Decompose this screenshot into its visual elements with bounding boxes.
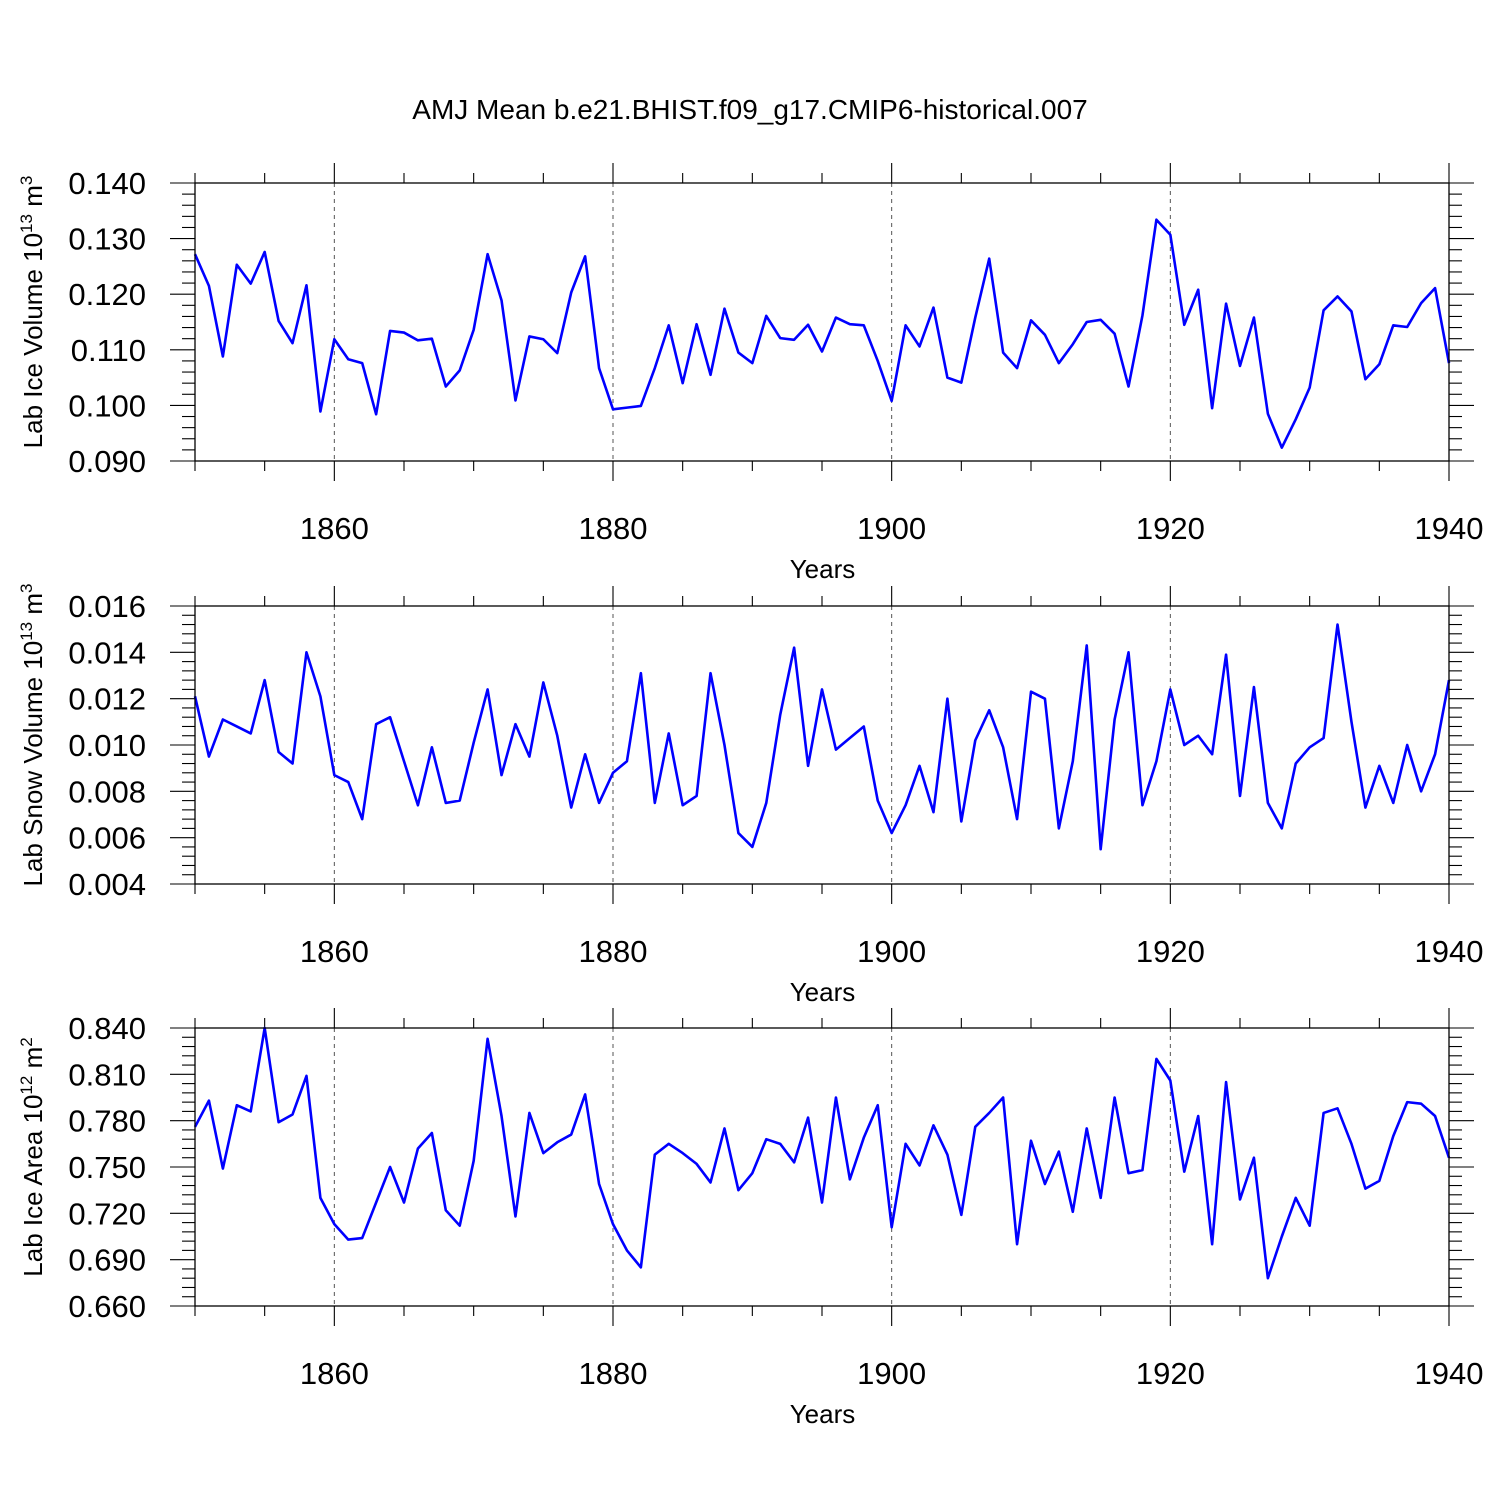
snow-volume-series-line: [193, 623, 1451, 851]
y-tick-label: 0.720: [68, 1196, 146, 1231]
y-tick-labels: 0.660 0.690 0.720 0.750 0.780 0.810 0.840: [68, 1011, 146, 1324]
x-tick-label: 1880: [579, 934, 648, 969]
y-tick-label: 0.110: [71, 333, 146, 368]
y-tick-label: 0.690: [68, 1243, 146, 1278]
y-tick-label: 0.660: [68, 1289, 146, 1324]
y-axis-label-unit: m: [18, 1047, 48, 1076]
plot-frame: [194, 182, 1450, 462]
y-axis-label-exponent: 13: [17, 214, 36, 233]
x-axis-label: Years: [790, 1399, 856, 1429]
y-tick-label: 0.750: [68, 1150, 146, 1185]
y-tick-label: 0.012: [68, 682, 146, 717]
x-tick-label: 1880: [579, 511, 648, 546]
y-axis-label-unit-exponent: 3: [17, 176, 36, 185]
y-tick-label: 0.780: [68, 1104, 146, 1139]
major-ticks: [170, 1008, 1474, 1326]
grid-lines: [333, 1028, 1171, 1306]
y-tick-label: 0.130: [68, 222, 146, 257]
y-tick-label: 0.090: [68, 444, 146, 479]
x-tick-label: 1940: [1415, 511, 1484, 546]
x-axis-label: Years: [790, 554, 856, 584]
x-tick-label: 1880: [579, 1356, 648, 1391]
x-tick-label: 1860: [300, 934, 369, 969]
x-axis-label: Years: [790, 977, 856, 1007]
y-axis-label-exponent: 12: [17, 1076, 36, 1095]
ice-area-series-line: [193, 1026, 1451, 1280]
y-tick-label: 0.840: [68, 1011, 146, 1046]
y-axis-label: Lab Ice Volume 1013 m3: [17, 176, 48, 449]
x-tick-label: 1860: [300, 1356, 369, 1391]
grid-lines: [333, 183, 1171, 461]
y-tick-label: 0.006: [68, 821, 146, 856]
x-tick-label: 1860: [300, 511, 369, 546]
y-tick-label: 0.016: [68, 589, 146, 624]
y-tick-label: 0.120: [68, 277, 146, 312]
grid-lines: [333, 606, 1171, 884]
x-tick-label: 1920: [1136, 511, 1205, 546]
panel-snow-volume: 0.004 0.006 0.008 0.010 0.012 0.014 0.016 1860…: [17, 583, 1483, 1007]
x-tick-label: 1940: [1415, 1356, 1484, 1391]
y-tick-label: 0.100: [68, 388, 146, 423]
x-tick-label: 1900: [857, 511, 926, 546]
ice-volume-series-line: [193, 218, 1451, 449]
y-axis-label-text: Lab Snow Volume 10: [18, 641, 48, 887]
x-tick-label: 1920: [1136, 934, 1205, 969]
y-axis-label-unit-exponent: 2: [17, 1037, 36, 1046]
y-axis-label: Lab Ice Area 1012 m2: [17, 1037, 48, 1276]
y-tick-label: 0.004: [68, 867, 146, 902]
y-tick-label: 0.008: [68, 774, 146, 809]
x-tick-labels: 1860 1880 1900 1920 1940: [300, 934, 1484, 969]
y-tick-label: 0.140: [68, 166, 146, 201]
panel-ice-area: 0.660 0.690 0.720 0.750 0.780 0.810 0.840 1860…: [17, 1008, 1483, 1429]
minor-ticks: [182, 173, 1462, 471]
y-tick-labels: 0.090 0.100 0.110 0.120 0.130 0.140: [68, 166, 146, 479]
y-tick-label: 0.014: [68, 635, 146, 670]
plot-frame: [194, 605, 1450, 885]
y-tick-label: 0.010: [68, 728, 146, 763]
y-axis-label-exponent: 13: [17, 622, 36, 641]
minor-ticks: [182, 1018, 1462, 1316]
x-tick-label: 1920: [1136, 1356, 1205, 1391]
x-tick-label: 1900: [857, 1356, 926, 1391]
major-ticks: [170, 586, 1474, 904]
y-tick-labels: 0.004 0.006 0.008 0.010 0.012 0.014 0.016: [68, 589, 146, 902]
y-axis-label-unit: m: [18, 593, 48, 622]
y-axis-label: Lab Snow Volume 1013 m3: [17, 583, 48, 886]
y-axis-label-text: Lab Ice Volume 10: [18, 233, 48, 448]
x-tick-labels: 1860 1880 1900 1920 1940: [300, 511, 1484, 546]
y-axis-label-text: Lab Ice Area 10: [18, 1095, 48, 1277]
x-tick-labels: 1860 1880 1900 1920 1940: [300, 1356, 1484, 1391]
plot-frame: [194, 1027, 1450, 1307]
x-tick-label: 1940: [1415, 934, 1484, 969]
chart-title: AMJ Mean b.e21.BHIST.f09_g17.CMIP6-histo…: [412, 94, 1087, 125]
major-ticks: [170, 163, 1474, 481]
y-tick-label: 0.810: [68, 1057, 146, 1092]
y-axis-label-unit: m: [18, 185, 48, 214]
y-axis-label-unit-exponent: 3: [17, 583, 36, 592]
minor-ticks: [182, 596, 1462, 894]
x-tick-label: 1900: [857, 934, 926, 969]
